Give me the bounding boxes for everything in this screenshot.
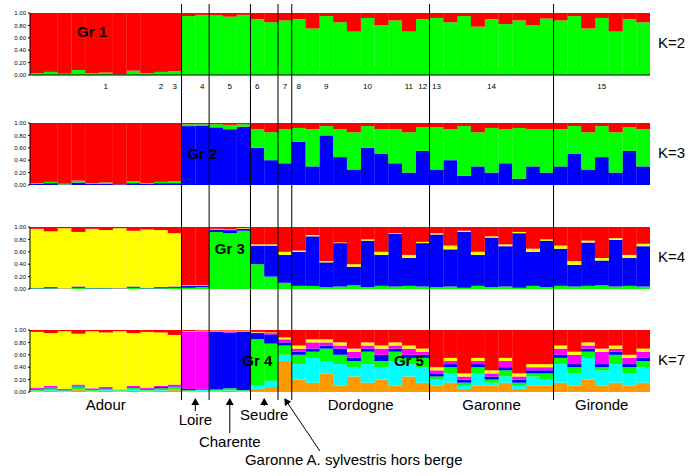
svg-text:12: 12 [418,82,427,91]
svg-text:15: 15 [597,82,606,91]
svg-text:0.00: 0.00 [14,182,26,188]
svg-text:Gr 2: Gr 2 [187,145,217,162]
html-text:K=2: K=2 [658,34,686,51]
svg-text:Charente: Charente [199,433,261,450]
svg-text:0.80: 0.80 [14,23,26,29]
svg-text:9: 9 [324,82,329,91]
svg-text:0.40: 0.40 [14,261,26,267]
svg-text:1: 1 [104,82,109,91]
svg-text:5: 5 [228,82,233,91]
svg-text:1.00: 1.00 [14,10,26,16]
svg-text:10: 10 [363,82,372,91]
svg-text:13: 13 [432,82,441,91]
svg-text:Gironde: Gironde [575,396,628,413]
svg-text:Gr 1: Gr 1 [77,23,107,40]
svg-text:Seudre: Seudre [240,406,288,423]
html-text:K=4: K=4 [658,248,686,265]
svg-text:0.00: 0.00 [14,286,26,292]
svg-text:8: 8 [296,82,301,91]
svg-text:6: 6 [255,82,260,91]
svg-text:1.00: 1.00 [14,120,26,126]
html-text:K=3: K=3 [658,144,686,161]
svg-text:1.00: 1.00 [14,224,26,230]
svg-text:0.60: 0.60 [14,249,26,255]
svg-text:0.40: 0.40 [14,364,26,370]
svg-text:0.20: 0.20 [14,60,26,66]
svg-text:0.20: 0.20 [14,377,26,383]
svg-text:Dordogne: Dordogne [328,396,394,413]
svg-text:1.00: 1.00 [14,327,26,333]
html-text:K=7: K=7 [658,351,686,368]
svg-text:7: 7 [283,82,288,91]
svg-text:4: 4 [200,82,205,91]
svg-text:Loire: Loire [179,411,212,428]
svg-text:Gr 4: Gr 4 [242,352,273,369]
svg-text:Gr 3: Gr 3 [215,240,245,257]
svg-text:0.60: 0.60 [14,352,26,358]
svg-text:0.40: 0.40 [14,47,26,53]
svg-text:Adour: Adour [86,396,126,413]
svg-text:14: 14 [487,82,496,91]
svg-text:0.20: 0.20 [14,274,26,280]
svg-text:Garonne: Garonne [462,396,520,413]
svg-text:0.80: 0.80 [14,237,26,243]
svg-text:0.40: 0.40 [14,157,26,163]
svg-text:0.00: 0.00 [14,72,26,78]
svg-text:0.20: 0.20 [14,170,26,176]
svg-text:0.60: 0.60 [14,145,26,151]
svg-text:11: 11 [405,82,414,91]
svg-text:Garonne A. sylvestris hors ber: Garonne A. sylvestris hors berge [245,451,463,468]
svg-text:2: 2 [159,82,164,91]
svg-text:3: 3 [172,82,177,91]
svg-text:0.80: 0.80 [14,133,26,139]
svg-text:0.80: 0.80 [14,340,26,346]
svg-text:0.00: 0.00 [14,389,26,395]
svg-text:0.60: 0.60 [14,35,26,41]
svg-text:Gr 5: Gr 5 [394,352,424,369]
